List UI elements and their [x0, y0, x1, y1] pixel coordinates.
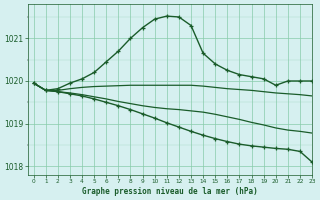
X-axis label: Graphe pression niveau de la mer (hPa): Graphe pression niveau de la mer (hPa)	[82, 187, 258, 196]
